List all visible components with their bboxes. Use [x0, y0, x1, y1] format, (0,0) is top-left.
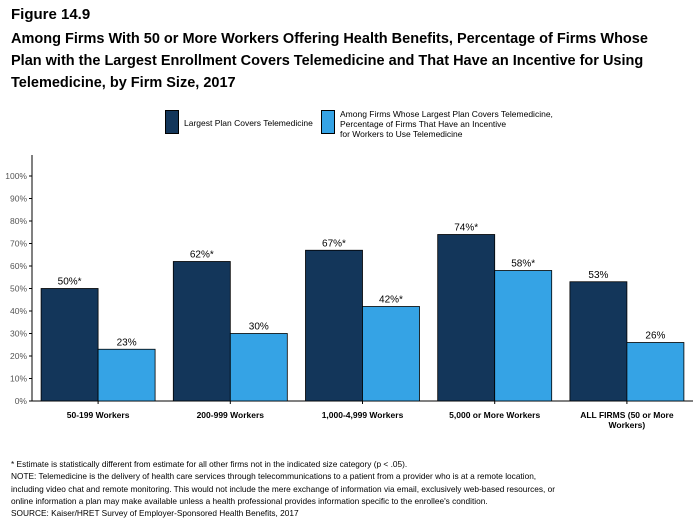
bar-chart: 0% 10% 20% 30% 40% 50% 60% 70% 80% 90% 100% 50%* 23%…: [5, 155, 693, 430]
bar-value-label: 23%: [117, 337, 137, 348]
bar: [494, 270, 553, 402]
x-tick-label: 50-199 Workers: [67, 410, 130, 420]
footnote-asterisk: * Estimate is statistically different fr…: [11, 459, 408, 469]
bar: [97, 348, 156, 402]
bar-value-label: 74%*: [454, 223, 478, 234]
x-tick-label: ALL FIRMS (50 or More: [580, 410, 674, 420]
legend-swatch: [165, 110, 179, 134]
y-tick-label: 20%: [10, 351, 27, 361]
y-tick-label: 10%: [10, 374, 27, 384]
footnote-note: including video chat and remote monitori…: [11, 483, 556, 494]
legend-label: Among Firms Whose Largest Plan Covers Te…: [340, 109, 553, 139]
bar-value-label: 30%: [249, 322, 269, 333]
legend: Largest Plan Covers Telemedicine Among F…: [165, 108, 635, 140]
title-line: Plan with the Largest Enrollment Covers …: [11, 53, 644, 69]
footnote-source: SOURCE: Kaiser/HRET Survey of Employer-S…: [11, 508, 299, 519]
y-tick-label: 60%: [10, 261, 27, 271]
title-line: Among Firms With 50 or More Workers Offe…: [11, 31, 648, 47]
x-tick-label: 5,000 or More Workers: [449, 410, 540, 420]
bar-value-label: 58%*: [511, 259, 535, 270]
legend-label: Largest Plan Covers Telemedicine: [184, 118, 313, 128]
legend-swatch: [321, 110, 335, 134]
x-tick-label: Workers): [609, 420, 646, 430]
bar: [305, 249, 363, 402]
title-line: Telemedicine, by Firm Size, 2017: [11, 75, 236, 91]
bar-value-label: 53%: [588, 270, 608, 281]
bar-value-label: 62%*: [190, 250, 214, 261]
bar-value-label: 67%*: [322, 238, 346, 249]
bar: [40, 288, 99, 402]
footnotes: * Estimate is statistically different fr…: [11, 458, 691, 519]
x-tick-label: 1,000-4,999 Workers: [322, 410, 404, 420]
bar: [362, 306, 420, 402]
bar: [229, 333, 288, 402]
bar-value-label: 26%: [645, 331, 665, 342]
bar-value-label: 50%*: [58, 277, 82, 288]
y-tick-label: 80%: [10, 216, 27, 226]
y-tick-label: 30%: [10, 329, 27, 339]
bar: [437, 234, 496, 402]
bar: [626, 342, 685, 402]
y-tick-label: 90%: [10, 194, 27, 204]
bar: [569, 281, 628, 402]
y-tick-label: 70%: [10, 239, 27, 249]
footnote-note: NOTE: Telemedicine is the delivery of he…: [11, 471, 537, 482]
y-tick-label: 40%: [10, 306, 27, 316]
x-tick-label: 200-999 Workers: [197, 410, 265, 420]
bar: [172, 261, 231, 402]
chart-title: Among Firms With 50 or More Workers Offe…: [11, 28, 651, 94]
bar-value-label: 42%*: [379, 295, 403, 306]
figure-label: Figure 14.9: [11, 6, 91, 23]
y-tick-label: 50%: [10, 284, 27, 294]
y-tick-label: 0%: [15, 396, 28, 406]
footnote-note: online information a plan may make avail…: [11, 495, 488, 506]
y-tick-label: 100%: [5, 171, 27, 181]
